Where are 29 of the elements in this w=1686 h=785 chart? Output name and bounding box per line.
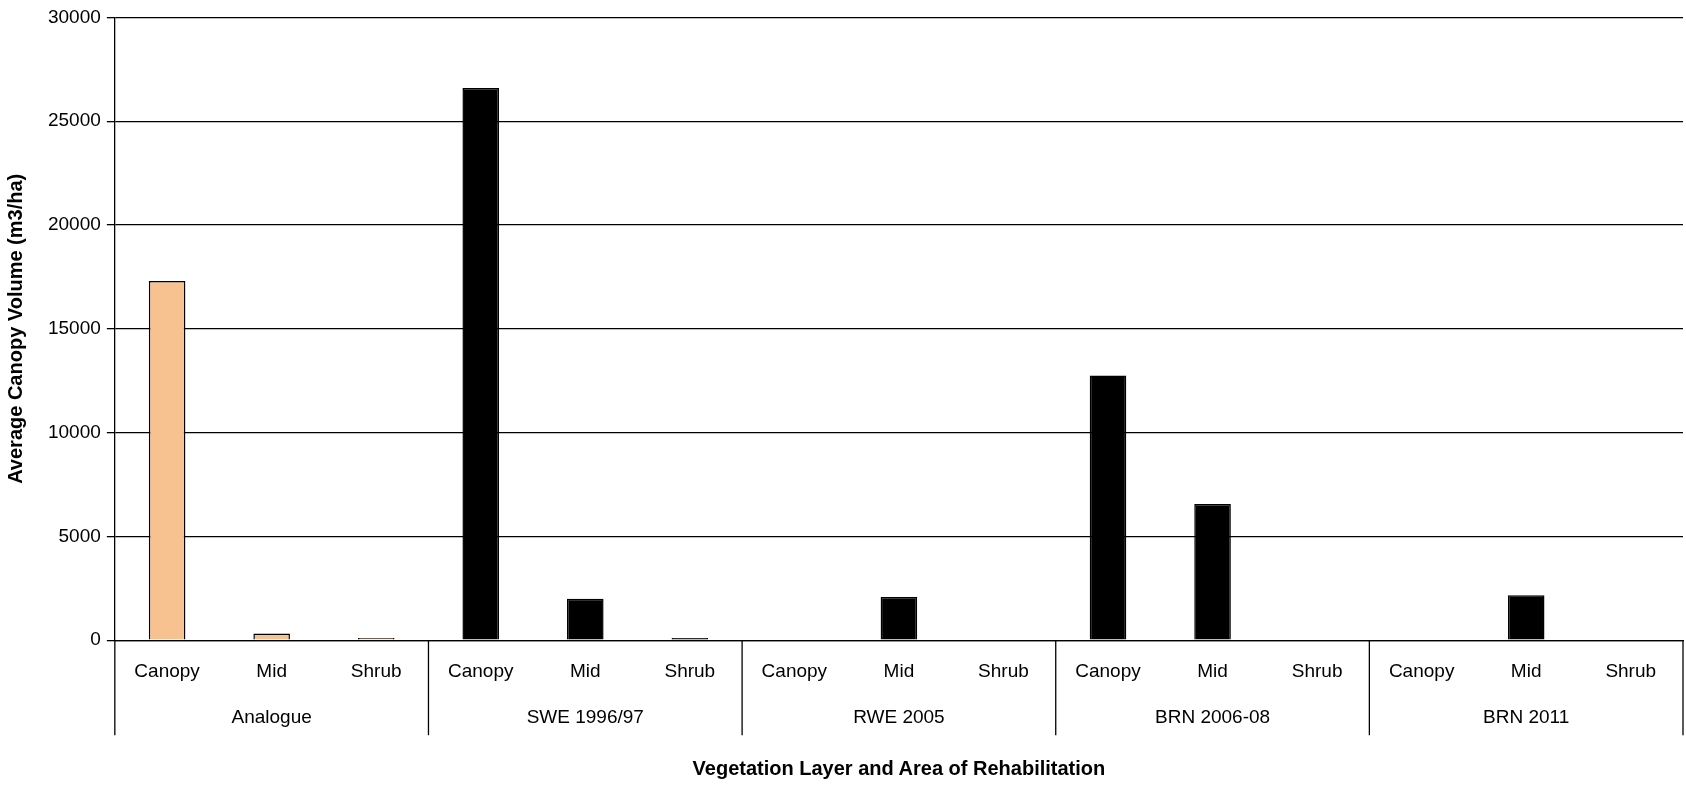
y-tick-label: 0 (90, 628, 101, 650)
y-tick-label: 30000 (47, 5, 101, 27)
x-tick-label: Shrub (978, 659, 1029, 681)
x-tick-label: Shrub (1605, 659, 1657, 681)
x-tick-label: Mid (569, 659, 601, 681)
y-axis-title: Average Canopy Volume (m3/ha) (3, 173, 26, 484)
x-tick-label: Canopy (1388, 659, 1455, 681)
text: BRN 2011 (1483, 706, 1570, 728)
y-tick-label: 10000 (47, 420, 101, 442)
text: BRN 2006-08 (1154, 706, 1271, 728)
text: Analogue (231, 706, 312, 728)
y-tick-label: 25000 (47, 109, 101, 131)
x-tick-label: Mid (256, 659, 287, 681)
y-tick-label: 20000 (47, 213, 101, 235)
y-tick-label: 15000 (47, 317, 101, 339)
x-tick-label: Mid (1197, 659, 1228, 681)
x-tick-label: Shrub (1291, 659, 1343, 681)
x-tick-label: Mid (1510, 659, 1542, 681)
x-axis-title: Vegetation Layer and Area of Rehabilitation (692, 756, 1106, 779)
x-tick-label: Shrub (350, 659, 402, 681)
text: RWE 2005 (853, 706, 945, 728)
text: SWE 1996/97 (526, 706, 644, 728)
x-tick-label: Canopy (1075, 659, 1142, 681)
x-tick-label: Shrub (664, 659, 716, 681)
x-tick-label: Canopy (761, 659, 828, 681)
x-tick-label: Mid (883, 659, 915, 681)
x-tick-label: Canopy (134, 659, 201, 681)
y-tick-label: 5000 (58, 524, 101, 546)
x-tick-label: Canopy (447, 659, 514, 681)
